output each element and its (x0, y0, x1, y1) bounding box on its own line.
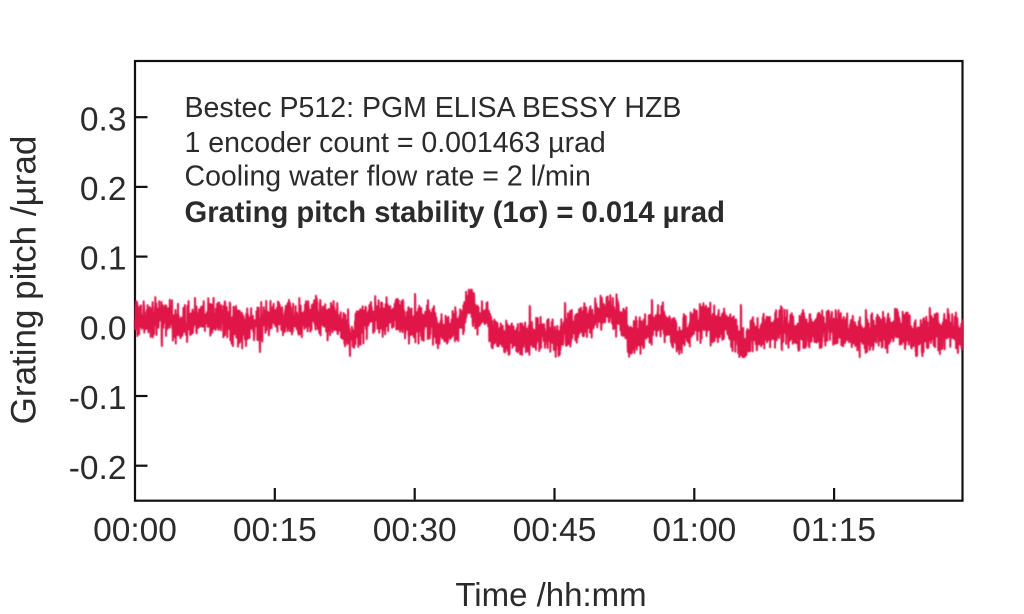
svg-text:0.2: 0.2 (80, 171, 127, 208)
svg-text:Time /hh:mm: Time /hh:mm (455, 576, 646, 613)
svg-text:00:45: 00:45 (513, 512, 597, 549)
svg-text:1 encoder count = 0.001463 µra: 1 encoder count = 0.001463 µrad (185, 127, 606, 159)
svg-text:-0.2: -0.2 (69, 450, 127, 487)
svg-text:Grating pitch stability (1σ) =: Grating pitch stability (1σ) = 0.014 µra… (185, 197, 725, 229)
svg-text:0.0: 0.0 (80, 310, 127, 347)
svg-text:0.3: 0.3 (80, 101, 127, 138)
svg-text:00:15: 00:15 (233, 512, 317, 549)
svg-text:-0.1: -0.1 (69, 380, 127, 417)
svg-text:01:15: 01:15 (792, 512, 876, 549)
svg-text:Grating pitch /µrad: Grating pitch /µrad (4, 136, 43, 425)
svg-text:00:00: 00:00 (93, 512, 177, 549)
svg-text:Bestec P512: PGM ELISA BESSY H: Bestec P512: PGM ELISA BESSY HZB (185, 92, 682, 124)
svg-text:01:00: 01:00 (652, 512, 736, 549)
svg-text:Cooling water flow rate = 2 l/: Cooling water flow rate = 2 l/min (185, 161, 591, 193)
svg-text:0.1: 0.1 (80, 241, 127, 278)
svg-text:00:30: 00:30 (373, 512, 457, 549)
